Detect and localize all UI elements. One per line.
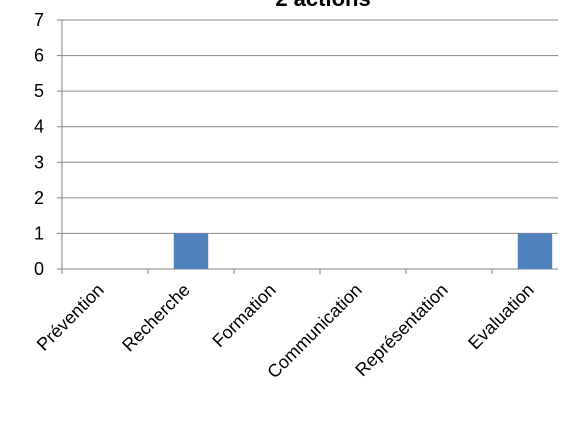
y-tick-label: 1: [34, 223, 44, 243]
x-tick-label: Prévention: [33, 280, 108, 355]
y-tick-label: 0: [34, 259, 44, 279]
x-tick-label: Formation: [208, 280, 279, 351]
y-tick-label: 6: [34, 46, 44, 66]
x-tick-label: Evaluation: [464, 280, 538, 354]
y-tick-label: 4: [34, 117, 44, 137]
y-tick-label: 7: [34, 10, 44, 30]
x-tick-label: Représentation: [351, 280, 451, 380]
y-tick-label: 2: [34, 188, 44, 208]
bar: [173, 233, 209, 269]
bar: [517, 233, 553, 269]
x-tick-label: Communication: [263, 280, 366, 383]
y-tick-label: 5: [34, 81, 44, 101]
chart-title: 2 actions: [275, 0, 370, 11]
y-tick-label: 3: [34, 152, 44, 172]
x-tick-label: Recherche: [118, 280, 194, 356]
